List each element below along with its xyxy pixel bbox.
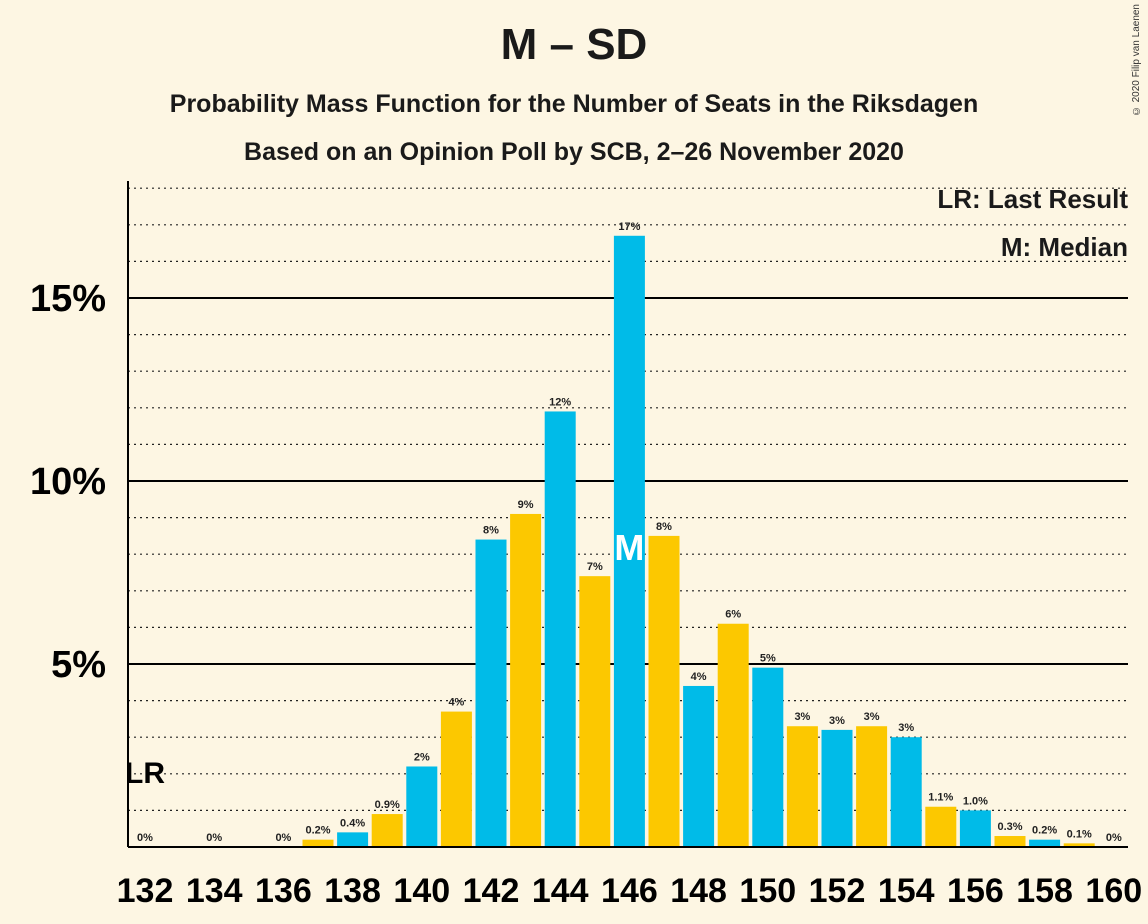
data-label: 0.9% — [375, 799, 400, 811]
last-result-marker: LR — [125, 757, 165, 790]
y-tick-label: 15% — [30, 278, 106, 320]
bar-seat-148 — [683, 685, 715, 847]
data-label: 1.0% — [963, 795, 988, 807]
bar-seat-158 — [1029, 839, 1061, 847]
x-tick-label: 146 — [601, 872, 658, 910]
x-tick-label: 148 — [670, 872, 727, 910]
data-label: 8% — [483, 525, 499, 537]
data-label: 4% — [691, 671, 707, 683]
bar-seat-145 — [579, 576, 611, 847]
x-tick-label: 136 — [255, 872, 312, 910]
bar-seat-138 — [337, 832, 369, 847]
bar-seat-144 — [544, 411, 576, 847]
y-tick-label: 5% — [51, 644, 106, 686]
bar-seat-159 — [1063, 843, 1095, 847]
data-label: 17% — [618, 221, 640, 233]
bar-seat-142 — [475, 539, 507, 847]
x-tick-label: 156 — [947, 872, 1004, 910]
x-tick-label: 134 — [186, 872, 243, 910]
data-label: 4% — [448, 697, 464, 709]
x-tick-label: 132 — [117, 872, 174, 910]
x-tick-label: 140 — [393, 872, 450, 910]
bar-seat-147 — [648, 535, 680, 847]
x-tick-label: 144 — [532, 872, 589, 910]
data-label: 0.3% — [997, 821, 1022, 833]
legend-last-result: LR: Last Result — [937, 184, 1128, 214]
legend-median: M: Median — [1000, 232, 1128, 262]
data-label: 9% — [518, 499, 534, 511]
chart-subtitle: Probability Mass Function for the Number… — [169, 90, 979, 118]
data-label: 3% — [829, 715, 845, 727]
bar-seat-139 — [371, 814, 403, 847]
x-tick-label: 142 — [463, 872, 520, 910]
bar-seat-152 — [821, 729, 853, 847]
data-label: 7% — [587, 561, 603, 573]
bar-seat-153 — [856, 726, 888, 847]
data-label: 2% — [414, 751, 430, 763]
data-label: 3% — [898, 722, 914, 734]
median-marker: M — [614, 527, 644, 568]
data-label: 0.1% — [1067, 828, 1092, 840]
data-label: 0% — [275, 832, 291, 844]
x-tick-label: 154 — [878, 872, 935, 910]
x-tick-label: 160 — [1085, 872, 1142, 910]
data-label: 0% — [1106, 832, 1122, 844]
bar-seat-137 — [302, 839, 334, 847]
data-label: 1.1% — [928, 792, 953, 804]
x-tick-label: 150 — [739, 872, 796, 910]
bar-seat-156 — [959, 810, 991, 847]
bar-seat-146 — [613, 235, 645, 847]
bar-seat-150 — [752, 667, 784, 847]
data-label: 8% — [656, 521, 672, 533]
x-tick-label: 138 — [324, 872, 381, 910]
bar-seat-143 — [510, 513, 542, 847]
chart-source-line: Based on an Opinion Poll by SCB, 2–26 No… — [244, 138, 904, 166]
bar-seat-141 — [440, 711, 472, 847]
bar-seat-151 — [786, 726, 818, 847]
data-label: 0.2% — [1032, 825, 1057, 837]
bar-seat-140 — [406, 766, 438, 847]
bar-seat-149 — [717, 623, 749, 847]
chart-title: M – SD — [500, 20, 648, 69]
data-label: 5% — [760, 653, 776, 665]
bar-seat-157 — [994, 836, 1026, 847]
bar-seat-155 — [925, 806, 957, 847]
bar-seat-154 — [890, 737, 922, 847]
data-label: 0% — [137, 832, 153, 844]
data-label: 0% — [206, 832, 222, 844]
data-label: 0.4% — [340, 817, 365, 829]
data-label: 6% — [725, 609, 741, 621]
data-label: 12% — [549, 396, 571, 408]
x-tick-label: 152 — [809, 872, 866, 910]
data-label: 0.2% — [305, 825, 330, 837]
data-label: 3% — [864, 711, 880, 723]
x-tick-label: 158 — [1016, 872, 1073, 910]
y-tick-label: 10% — [30, 461, 106, 503]
data-label: 3% — [794, 711, 810, 723]
